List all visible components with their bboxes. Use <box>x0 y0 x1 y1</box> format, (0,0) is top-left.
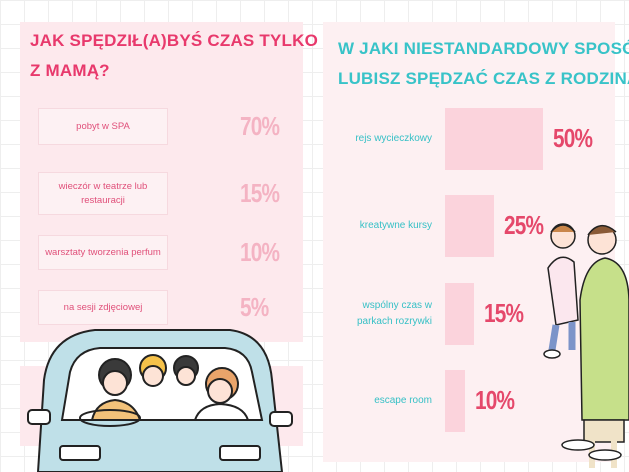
bar <box>445 283 475 345</box>
chart-title: JAK SPĘDZIŁ(A)BYŚ CZAS TYLKO <box>30 31 319 50</box>
chart-title: LUBISZ SPĘDZAĆ CZAS Z RODZINĄ? <box>338 69 629 88</box>
value-label: 50% <box>553 123 593 153</box>
value-label: 5% <box>240 291 269 322</box>
value-label: 15% <box>240 177 280 208</box>
category-label: wieczór w teatrze lub restauracji <box>38 172 168 215</box>
value-label: 15% <box>484 298 524 328</box>
bar <box>445 195 494 257</box>
category-label: na sesji zdjęciowej <box>38 290 168 325</box>
value-label: 10% <box>240 236 280 267</box>
car-illustration <box>27 329 293 472</box>
bar <box>445 370 465 432</box>
category-label: warsztaty tworzenia perfum <box>38 235 168 270</box>
category-label: kreatywne kursy <box>359 220 432 231</box>
category-label: wspólny czas w parkach rozrywki <box>356 300 432 327</box>
category-label: pobyt w SPA <box>38 108 168 145</box>
chart-title: W JAKI NIESTANDARDOWY SPOSÓB <box>338 39 629 58</box>
father-child-illustration <box>543 223 629 468</box>
value-label: 10% <box>474 385 515 415</box>
category-label: escape room <box>374 395 432 406</box>
category-label: rejs wycieczkowy <box>355 133 432 144</box>
chart-title: Z MAMĄ? <box>30 61 110 80</box>
value-label: 25% <box>504 210 544 240</box>
value-label: 70% <box>240 110 280 141</box>
bar <box>445 108 543 170</box>
